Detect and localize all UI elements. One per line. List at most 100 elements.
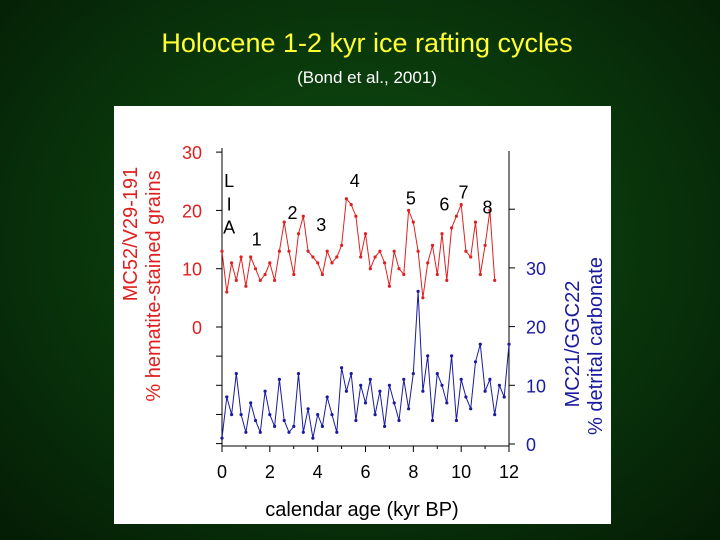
- hematite-point: [430, 243, 435, 247]
- hematite-point: [306, 249, 310, 253]
- cycle-label-1: 1: [252, 229, 262, 249]
- right-tick-label-0: 0: [526, 435, 536, 455]
- x-tick-label-6: 6: [360, 462, 370, 482]
- right-axis-label-2: % detrital carbonate: [585, 257, 607, 435]
- cycle-label-I: I: [227, 194, 232, 214]
- detrital-point: [311, 436, 315, 440]
- hematite-point: [454, 214, 458, 218]
- hematite-point: [402, 272, 406, 277]
- detrital-point: [392, 401, 396, 405]
- hematite-point: [473, 220, 478, 224]
- hematite-point: [330, 261, 334, 265]
- detrital-carbonate-series: [220, 289, 511, 440]
- hematite-point: [263, 272, 267, 277]
- hematite-point: [311, 255, 315, 259]
- hematite-point: [273, 278, 277, 282]
- detrital-point: [383, 424, 387, 428]
- detrital-point: [483, 389, 487, 393]
- detrital-point: [493, 413, 497, 417]
- hematite-point: [253, 267, 258, 271]
- hematite-point: [258, 278, 262, 282]
- detrital-point: [234, 372, 238, 376]
- left-tick-label-30: 30: [182, 143, 202, 163]
- cycle-label-L: L: [224, 171, 234, 191]
- detrital-point: [249, 401, 253, 405]
- cycle-label-5: 5: [406, 189, 416, 209]
- detrital-point: [445, 401, 449, 405]
- detrital-point: [220, 436, 224, 440]
- detrital-point: [287, 430, 291, 434]
- hematite-point: [464, 249, 468, 253]
- detrital-point: [440, 383, 444, 387]
- detrital-point: [359, 383, 363, 387]
- hematite-point: [354, 214, 358, 218]
- left-tick-label-10: 10: [182, 260, 202, 280]
- detrital-point: [464, 395, 468, 399]
- detrital-point: [253, 418, 258, 423]
- slide-subtitle: (Bond et al., 2001): [297, 68, 437, 87]
- hematite-point: [459, 203, 463, 207]
- hematite-point: [368, 267, 372, 271]
- hematite-point: [378, 249, 382, 253]
- cycle-label-A: A: [223, 218, 235, 238]
- detrital-point: [407, 407, 411, 411]
- left-axis-label-2: % hematite-stained grains: [143, 170, 165, 401]
- hematite-point: [268, 261, 272, 265]
- detrital-point: [435, 372, 439, 376]
- hematite-point: [230, 261, 234, 265]
- hematite-point: [225, 290, 229, 294]
- hematite-point: [335, 255, 339, 259]
- x-axis-ticks: 0 2 4 6 8 10 12: [217, 446, 519, 482]
- detrital-point: [335, 430, 339, 434]
- hematite-point: [373, 255, 377, 259]
- left-tick-label-20: 20: [182, 201, 202, 221]
- detrital-point: [497, 383, 501, 387]
- hematite-point: [411, 220, 415, 224]
- detrital-line: [221, 291, 510, 439]
- hematite-point: [392, 249, 396, 253]
- hematite-point: [416, 249, 420, 253]
- hematite-point: [445, 278, 449, 282]
- detrital-point: [354, 418, 358, 423]
- hematite-point: [277, 249, 281, 253]
- hematite-point: [292, 272, 296, 277]
- hematite-point: [435, 272, 439, 277]
- detrital-point: [344, 389, 348, 393]
- detrital-point: [454, 418, 458, 423]
- detrital-point: [330, 413, 334, 417]
- hematite-point: [397, 267, 401, 271]
- hematite-point: [363, 232, 368, 236]
- hematite-point: [349, 203, 353, 207]
- cycle-label-7: 7: [459, 183, 469, 203]
- hematite-point: [488, 208, 492, 212]
- right-tick-label-10: 10: [526, 376, 546, 396]
- detrital-point: [387, 383, 391, 387]
- cycle-label-8: 8: [482, 197, 492, 217]
- right-tick-label-20: 20: [526, 318, 546, 338]
- hematite-point: [344, 197, 348, 201]
- detrital-point: [421, 389, 425, 393]
- detrital-point: [488, 377, 492, 381]
- hematite-point: [220, 249, 224, 253]
- hematite-point: [493, 278, 497, 282]
- detrital-point: [349, 372, 353, 376]
- hematite-point: [249, 255, 253, 259]
- hematite-point: [478, 272, 482, 277]
- hematite-point: [287, 249, 291, 253]
- detrital-point: [402, 377, 406, 381]
- left-axis-ticks: 0 10 20 30: [182, 143, 222, 445]
- detrital-point: [263, 389, 267, 393]
- detrital-point: [301, 430, 305, 434]
- detrital-point: [273, 424, 277, 428]
- hematite-point: [320, 272, 324, 277]
- right-axis-label-1: MC21/GGC22: [562, 281, 584, 408]
- x-tick-label-4: 4: [313, 462, 323, 482]
- x-tick-label-0: 0: [217, 462, 227, 482]
- detrital-point: [411, 372, 415, 376]
- x-tick-label-8: 8: [408, 462, 418, 482]
- detrital-point: [320, 424, 324, 428]
- detrital-point: [507, 342, 511, 346]
- detrital-point: [373, 413, 377, 417]
- hematite-point: [244, 284, 248, 288]
